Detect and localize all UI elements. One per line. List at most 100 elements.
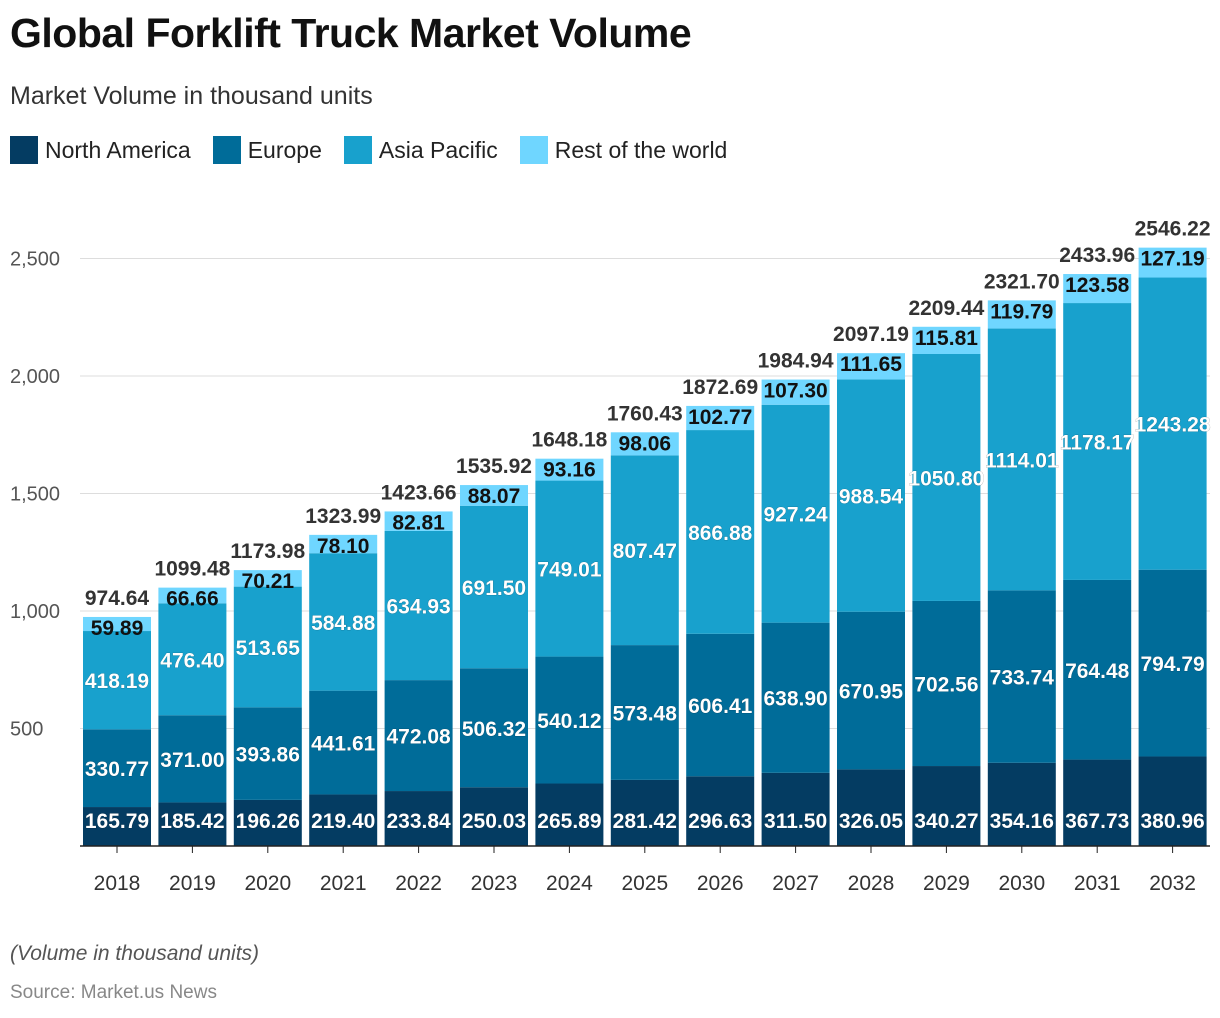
data-label: 638.90 [763,688,827,711]
bar-segment [837,769,905,846]
y-tick-label: 500 [10,719,43,741]
data-label: 111.65 [840,353,902,376]
bar-segment [761,772,830,846]
data-label: 418.19 [85,670,149,693]
data-label: 988.54 [839,486,904,509]
data-label: 393.86 [236,744,300,767]
x-tick-label: 2023 [471,872,518,895]
data-label: 634.93 [386,596,450,619]
data-label: 380.96 [1140,810,1204,833]
data-label: 606.41 [688,695,753,718]
legend-swatch-asia-pacific [343,136,372,164]
bar-segment [309,690,378,795]
data-label: 185.42 [160,810,224,833]
bar-segment [761,404,830,623]
data-label: 749.01 [537,559,602,582]
data-label: 371.00 [160,749,224,772]
bar-segment [912,600,981,767]
legend-item-north-america: North America [10,136,191,164]
bar-segment [837,611,905,770]
data-label: 584.88 [311,612,376,635]
bar-segment [83,807,151,846]
data-label: 540.12 [537,710,601,733]
bar-segment [1063,274,1132,304]
data-label: 70.21 [242,570,295,593]
bar-segment [83,729,151,808]
total-label: 1984.94 [758,350,834,373]
y-tick-label: 2,000 [10,366,60,388]
data-label: 1114.01 [985,449,1059,472]
data-label: 326.05 [839,810,904,833]
bar-segment [233,570,302,587]
legend: North America Europe Asia Pacific Rest o… [10,136,749,164]
bar-segment [460,668,528,788]
bar-segment [309,553,378,691]
bar-segment [987,762,1056,846]
total-label: 1535.92 [456,455,532,478]
data-label: 330.77 [85,758,149,781]
data-label: 233.84 [386,810,451,833]
x-tick-label: 2020 [244,872,291,895]
bar-segment [158,587,227,604]
total-label: 2209.44 [908,297,984,320]
bar-segment [987,590,1056,763]
total-label: 1760.43 [607,402,683,425]
bar-segment [83,616,151,632]
data-label: 265.89 [537,810,601,833]
data-label: 702.56 [914,673,978,696]
data-label: 102.77 [688,406,752,429]
bar-segment [384,530,453,681]
bar-segment [535,458,604,481]
data-label: 165.79 [85,810,149,833]
bar-segment [309,534,378,554]
bar-segment [460,505,528,669]
total-label: 1648.18 [531,429,607,452]
data-label: 733.74 [990,667,1055,690]
data-label: 123.58 [1065,274,1130,297]
total-label: 1323.99 [305,505,381,528]
data-label: 367.73 [1065,810,1129,833]
bar-segment [1063,759,1132,846]
legend-swatch-rest-of-world [519,136,548,164]
bar-segment [686,776,755,846]
bar-segment [1138,277,1207,570]
bar-segment [686,405,755,431]
bar-segment [912,326,981,354]
total-label: 2546.22 [1135,218,1211,241]
total-label: 1173.98 [230,540,305,563]
data-label: 196.26 [236,810,300,833]
legend-item-europe: Europe [212,136,322,164]
data-label: 93.16 [543,459,596,482]
data-label: 59.89 [91,617,144,640]
x-tick-label: 2025 [621,872,668,895]
data-label: 88.07 [468,485,521,508]
bar-segment [987,328,1056,591]
data-label: 1178.17 [1060,431,1135,454]
legend-swatch-europe [212,136,241,164]
data-label: 764.48 [1065,660,1130,683]
bar-segment [686,430,755,634]
data-label: 573.48 [613,702,678,725]
y-tick-label: 1,000 [10,601,60,623]
legend-label-rest-of-world: Rest of the world [554,136,728,163]
data-label: 1243.28 [1135,414,1211,437]
data-label: 127.19 [1140,248,1204,271]
x-tick-label: 2026 [697,872,744,895]
data-label: 866.88 [688,522,753,545]
x-tick-label: 2021 [320,872,367,895]
x-tick-label: 2031 [1074,872,1121,895]
data-label: 296.63 [688,810,752,833]
x-tick-label: 2022 [395,872,442,895]
y-tick-label: 2,500 [10,249,60,271]
bar-segment [158,715,227,803]
bar-segment [233,586,302,708]
x-tick-label: 2018 [94,872,141,895]
legend-label-europe: Europe [247,136,322,163]
x-tick-label: 2032 [1149,872,1196,895]
bar-segment [158,802,227,846]
chart-title: Global Forklift Truck Market Volume [10,10,692,56]
data-label: 472.08 [386,726,451,749]
data-label: 82.81 [392,511,445,534]
data-label: 506.32 [462,718,526,741]
total-label: 2321.70 [984,270,1060,293]
